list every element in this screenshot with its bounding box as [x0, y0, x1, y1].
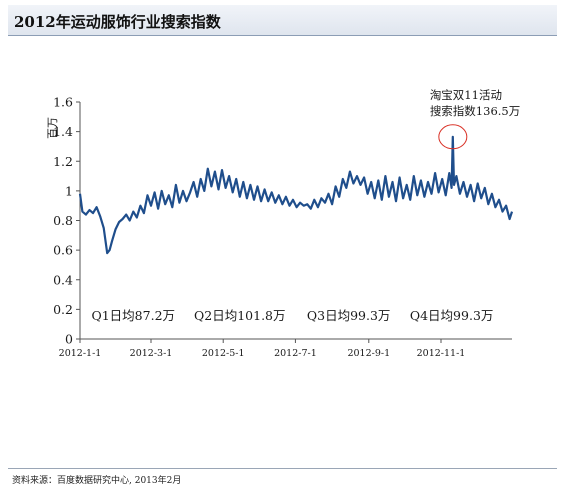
x-axis-ticks: 2012-1-1 2012-3-1 2012-5-1 2012-7-1 2012-9-1…	[59, 339, 466, 359]
y-tick-label: 0.6	[53, 243, 73, 258]
title-bar: 2012年运动服饰行业搜索指数	[8, 5, 557, 36]
x-tick-label: 2012-9-1	[347, 348, 390, 359]
quarter-label: Q1日均87.2万	[91, 308, 175, 323]
x-tick-label: 2012-11-1	[417, 348, 466, 359]
y-tick-label: 1.6	[53, 95, 73, 110]
y-tick-label: 0.4	[53, 272, 73, 287]
y-tick-label: 0.8	[53, 213, 73, 228]
quarter-label: Q4日均99.3万	[410, 308, 494, 323]
quarter-label: Q2日均101.8万	[194, 308, 286, 323]
x-tick-label: 2012-3-1	[130, 348, 173, 359]
y-tick-label: 1	[65, 183, 73, 198]
quarter-label: Q3日均99.3万	[307, 308, 391, 323]
series-line	[78, 135, 514, 255]
x-tick-label: 2012-5-1	[202, 348, 245, 359]
highlight-circle	[438, 124, 468, 150]
y-tick-label: 0.2	[53, 302, 73, 317]
annotation-label-line1: 淘宝双11活动	[430, 88, 502, 102]
page-title: 2012年运动服饰行业搜索指数	[14, 13, 221, 31]
y-tick-label: 1.4	[53, 124, 73, 139]
annotation-label-line2: 搜索指数136.5万	[430, 104, 520, 118]
y-axis-ticks: 0 0.2 0.4 0.6 0.8 1 1.2 1.4 1.6	[53, 95, 80, 347]
source-note: 资料来源：百度数据研究中心, 2013年2月	[12, 476, 182, 486]
y-axis-label: 百万	[46, 117, 59, 139]
y-tick-label: 1.2	[53, 154, 73, 169]
x-tick-label: 2012-7-1	[274, 348, 317, 359]
quarter-labels: Q1日均87.2万 Q2日均101.8万 Q3日均99.3万 Q4日均99.3万	[91, 308, 493, 323]
footer-divider	[8, 468, 557, 469]
y-tick-label: 0	[65, 332, 73, 347]
x-tick-label: 2012-1-1	[59, 348, 102, 359]
